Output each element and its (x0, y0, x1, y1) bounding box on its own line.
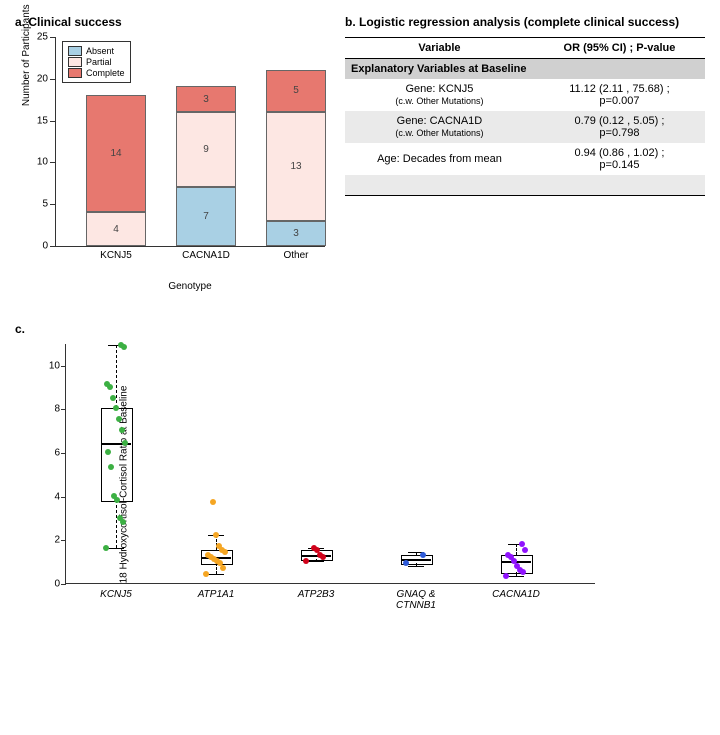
data-point (311, 545, 317, 551)
xtick-label: KCNJ5 (86, 583, 146, 600)
xtick-label: GNAQ & CTNNB1 (386, 583, 446, 611)
bar-group: 414KCNJ5 (86, 95, 146, 246)
data-point (216, 543, 222, 549)
panel-a-title: a. Clinical success (15, 15, 325, 29)
table-cell: 11.12 (2.11 , 75.68) ;p=0.007 (534, 79, 705, 111)
data-point (105, 449, 111, 455)
table-section: Explanatory Variables at Baseline (345, 59, 705, 80)
table-cell: Gene: KCNJ5(c.w. Other Mutations) (345, 79, 534, 111)
table-cell: 0.94 (0.86 , 1.02) ;p=0.145 (534, 143, 705, 175)
panel-a-xlabel: Genotype (55, 281, 325, 292)
ytick-label: 8 (54, 404, 60, 415)
panel-a: a. Clinical success Number of Participan… (15, 15, 325, 292)
bar-segment: 3 (266, 221, 326, 246)
xtick-label: Other (266, 246, 326, 261)
panel-b-title: b. Logistic regression analysis (complet… (345, 15, 705, 29)
xtick-label: ATP1A1 (186, 583, 246, 600)
regression-table: Variable OR (95% CI) ; P-value Explanato… (345, 37, 705, 196)
data-point (420, 552, 426, 558)
table-spacer (345, 175, 705, 196)
data-point (203, 571, 209, 577)
ytick-label: 4 (54, 491, 60, 502)
ytick-label: 0 (42, 241, 48, 252)
ytick-label: 5 (42, 199, 48, 210)
data-point (213, 532, 219, 538)
panel-b: b. Logistic regression analysis (complet… (345, 15, 705, 292)
ytick-label: 0 (54, 579, 60, 590)
data-point (103, 545, 109, 551)
ytick-label: 2 (54, 535, 60, 546)
ytick-label: 10 (49, 360, 60, 371)
data-point (403, 560, 409, 566)
ytick-label: 25 (37, 32, 48, 43)
data-point (118, 342, 124, 348)
data-point (503, 573, 509, 579)
box-group: GNAQ & CTNNB1 (386, 343, 446, 583)
table-header: Variable (345, 38, 534, 59)
ytick-label: 10 (37, 157, 48, 168)
panel-a-ylabel: Number of Participants (21, 4, 32, 106)
ytick-label: 20 (37, 73, 48, 84)
bar-group: 793CACNA1D (176, 86, 236, 246)
data-point (519, 541, 525, 547)
bar-segment: 14 (86, 95, 146, 213)
panel-c-title: c. (15, 322, 705, 336)
legend-label: Complete (86, 68, 125, 78)
box-group: ATP1A1 (186, 343, 246, 583)
bar-segment: 7 (176, 187, 236, 246)
box-group: CACNA1D (486, 343, 546, 583)
legend: AbsentPartialComplete (62, 41, 131, 83)
table-cell: Age: Decades from mean (345, 143, 534, 175)
xtick-label: KCNJ5 (86, 246, 146, 261)
data-point (522, 547, 528, 553)
bar-group: 3135Other (266, 70, 326, 246)
box-group: ATP2B3 (286, 343, 346, 583)
bar-segment: 9 (176, 112, 236, 188)
data-point (108, 464, 114, 470)
data-point (111, 493, 117, 499)
xtick-label: ATP2B3 (286, 583, 346, 600)
table-header: OR (95% CI) ; P-value (534, 38, 705, 59)
ytick-label: 6 (54, 448, 60, 459)
box-group: KCNJ5 (86, 343, 146, 583)
table-cell: Gene: CACNA1D(c.w. Other Mutations) (345, 111, 534, 143)
data-point (205, 552, 211, 558)
bar-segment: 4 (86, 212, 146, 246)
boxplot-chart: 18 Hydroxycortisol-Cortisol Ratio at Bas… (65, 344, 595, 614)
legend-label: Partial (86, 57, 112, 67)
data-point (122, 440, 128, 446)
legend-label: Absent (86, 46, 114, 56)
data-point (110, 395, 116, 401)
xtick-label: CACNA1D (486, 583, 546, 600)
bar-segment: 5 (266, 70, 326, 112)
data-point (117, 515, 123, 521)
data-point (113, 405, 119, 411)
panel-c: c. 18 Hydroxycortisol-Cortisol Ratio at … (15, 322, 705, 614)
data-point (116, 416, 122, 422)
table-cell: 0.79 (0.12 , 5.05) ;p=0.798 (534, 111, 705, 143)
data-point (119, 427, 125, 433)
data-point (303, 558, 309, 564)
xtick-label: CACNA1D (176, 246, 236, 261)
data-point (104, 381, 110, 387)
data-point (505, 552, 511, 558)
bar-segment: 13 (266, 112, 326, 221)
ytick-label: 15 (37, 115, 48, 126)
data-point (210, 499, 216, 505)
bar-segment: 3 (176, 86, 236, 111)
bar-chart: Number of Participants AbsentPartialComp… (55, 37, 325, 277)
